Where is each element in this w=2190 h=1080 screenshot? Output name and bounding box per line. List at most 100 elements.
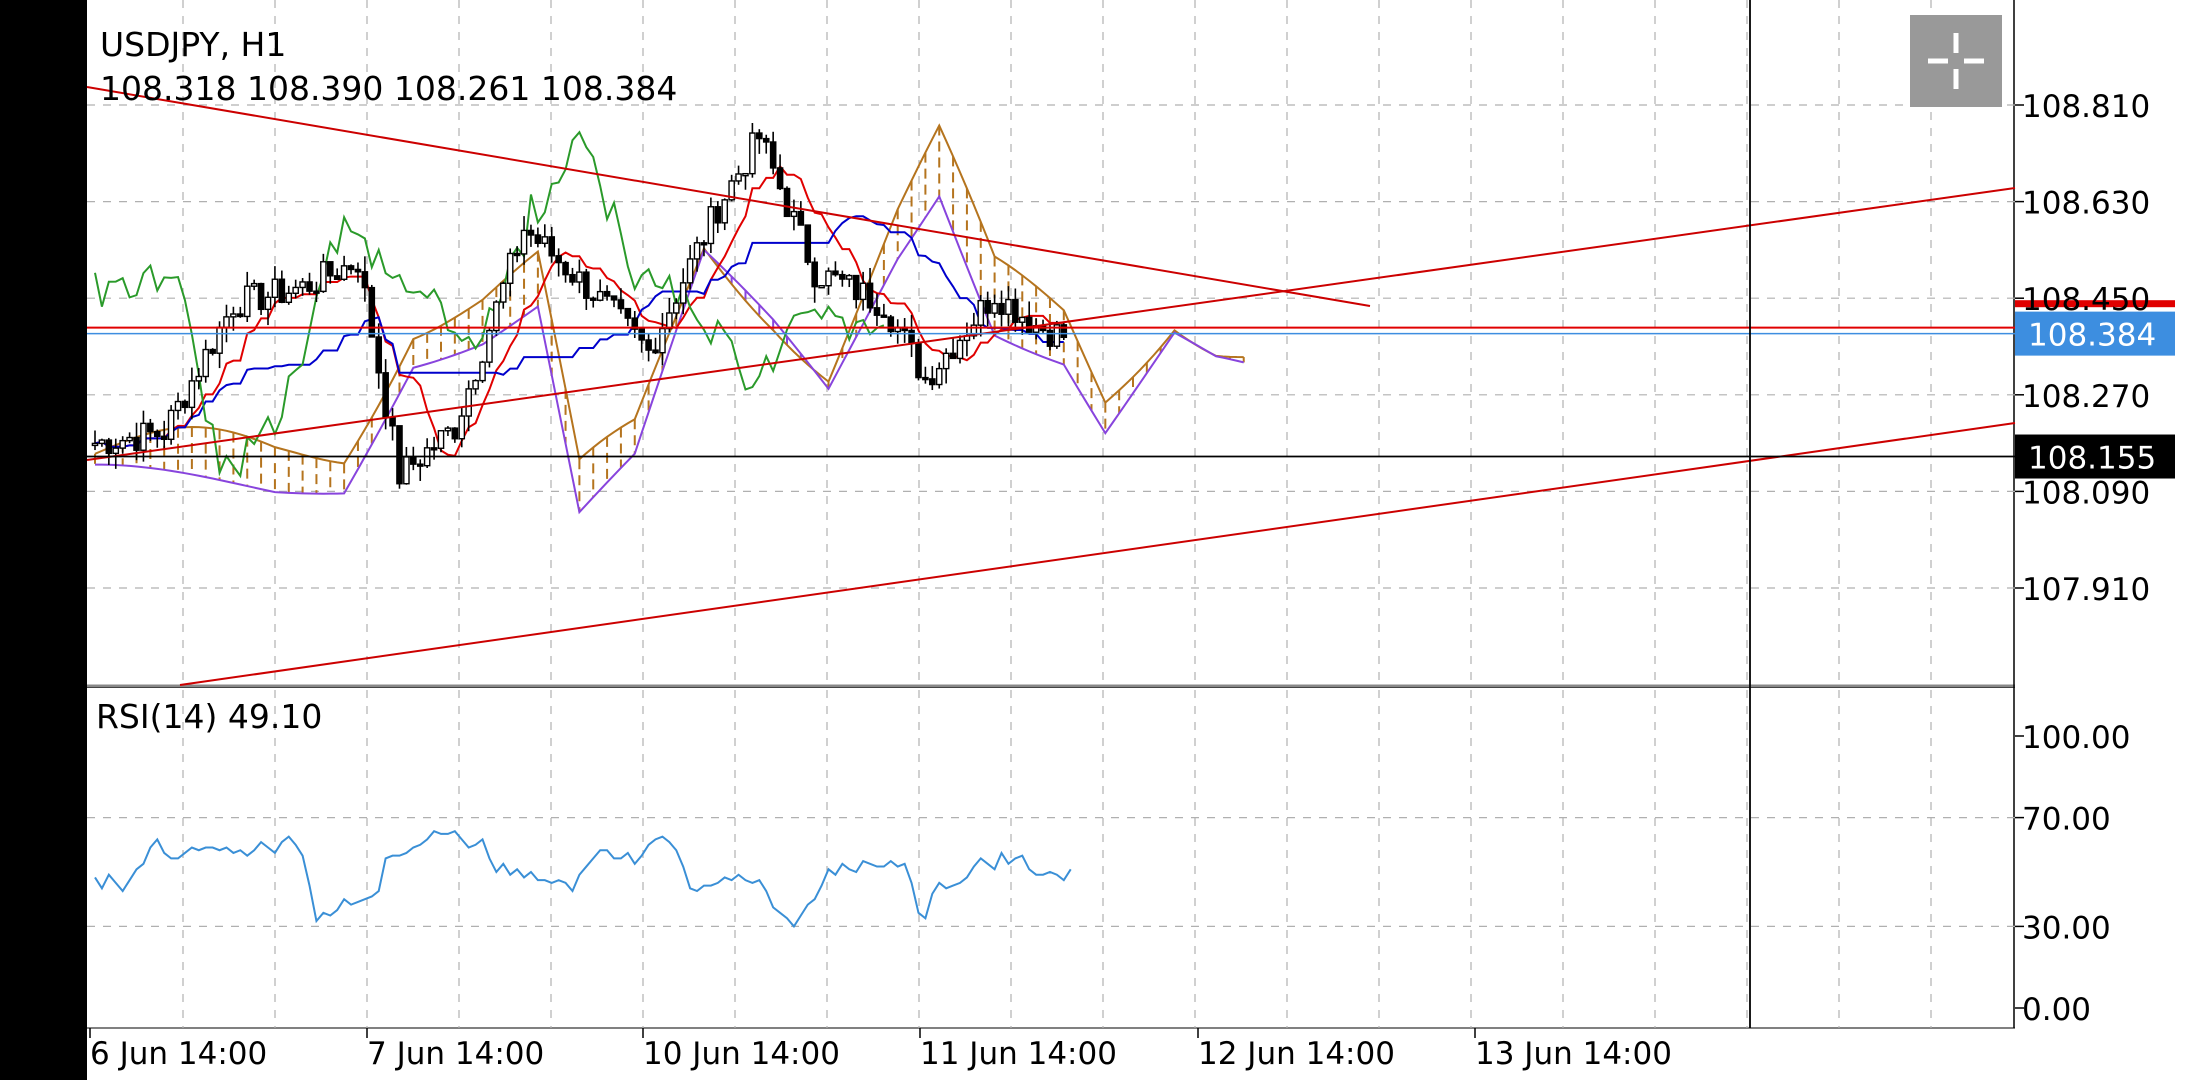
price-tick-label: 108.270 bbox=[2022, 379, 2150, 415]
candle-body bbox=[368, 286, 376, 338]
candle-body bbox=[707, 206, 715, 245]
trendline-descending bbox=[86, 86, 1371, 307]
candle-body bbox=[326, 261, 334, 277]
candle-body bbox=[534, 234, 542, 244]
candle-body bbox=[91, 442, 99, 447]
candle-body bbox=[686, 258, 694, 284]
grid-lines bbox=[87, 0, 2015, 1028]
candle-body bbox=[638, 328, 645, 341]
candle-body bbox=[160, 435, 168, 441]
candle-body bbox=[410, 456, 417, 465]
candle-body bbox=[153, 430, 161, 438]
candle-body bbox=[776, 167, 784, 190]
candle-body bbox=[1018, 316, 1026, 323]
candle-body bbox=[499, 282, 507, 303]
candle-body bbox=[340, 265, 348, 281]
candle-body bbox=[942, 352, 950, 370]
candle-body bbox=[991, 302, 998, 314]
candle-body bbox=[631, 317, 639, 330]
candle-body bbox=[714, 206, 722, 224]
candle-body bbox=[133, 436, 140, 451]
price-axis-area bbox=[2015, 0, 2190, 1028]
candle-body bbox=[264, 296, 272, 311]
candle-body bbox=[873, 307, 881, 316]
candle-body bbox=[174, 400, 182, 412]
candle-body bbox=[693, 242, 701, 260]
candle-body bbox=[347, 265, 355, 271]
candle-body bbox=[998, 302, 1005, 315]
time-axis-label: 11 Jun 14:00 bbox=[920, 1036, 1117, 1072]
candle-body bbox=[437, 430, 445, 449]
candle-body bbox=[506, 252, 514, 284]
candle-body bbox=[596, 290, 604, 301]
candle-body bbox=[790, 210, 798, 218]
candle-body bbox=[949, 352, 957, 360]
candle-body bbox=[493, 301, 500, 332]
candle-body bbox=[389, 416, 396, 427]
candle-body bbox=[797, 210, 805, 226]
candle-body bbox=[1005, 298, 1012, 315]
candle-body bbox=[237, 313, 244, 318]
candle-body bbox=[278, 278, 286, 304]
candle-body bbox=[679, 282, 687, 304]
candle-body bbox=[382, 372, 389, 418]
crosshair-button[interactable] bbox=[1910, 15, 2002, 107]
candle-body bbox=[749, 132, 756, 175]
candle-body bbox=[603, 290, 611, 297]
crosshair-icon bbox=[1928, 33, 1984, 89]
crosshair-price-label: 108.155 bbox=[2028, 441, 2156, 477]
candle-body bbox=[576, 271, 583, 283]
trendlines bbox=[86, 86, 2016, 686]
candle-body bbox=[721, 199, 729, 224]
rsi-series-line bbox=[94, 830, 1072, 929]
candle-body bbox=[444, 427, 452, 432]
candle-body bbox=[866, 282, 874, 309]
candle-body bbox=[977, 299, 985, 326]
candle-body bbox=[451, 427, 459, 440]
axis-labels: 108.810108.630108.450108.270108.090107.9… bbox=[89, 89, 2175, 1072]
candle-body bbox=[313, 290, 320, 294]
rsi-tick-label: 70.00 bbox=[2022, 802, 2111, 838]
candle-body bbox=[659, 327, 666, 354]
rsi-tick-label: 100.00 bbox=[2022, 720, 2130, 756]
price-tick-label: 108.090 bbox=[2022, 475, 2150, 511]
candle-body bbox=[147, 422, 154, 433]
candle-body bbox=[756, 132, 763, 140]
candle-body bbox=[465, 388, 472, 417]
candle-body bbox=[520, 229, 528, 255]
candle-body bbox=[216, 326, 223, 354]
price-tick-label: 107.910 bbox=[2022, 572, 2150, 608]
candle-body bbox=[188, 380, 196, 409]
candle-body bbox=[306, 281, 313, 292]
candle-body bbox=[167, 409, 175, 441]
candlesticks bbox=[91, 123, 1068, 489]
candle-body bbox=[396, 425, 403, 485]
candle-body bbox=[804, 224, 812, 263]
candle-body bbox=[956, 339, 964, 360]
rsi-panel[interactable] bbox=[87, 688, 2015, 1028]
candle-body bbox=[562, 261, 569, 276]
rsi-line bbox=[94, 830, 1072, 929]
candle-body bbox=[105, 439, 113, 455]
ohlc-readout: 108.318 108.390 108.261 108.384 bbox=[100, 69, 677, 108]
candle-body bbox=[486, 329, 493, 363]
candle-body bbox=[548, 236, 556, 257]
candle-body bbox=[243, 285, 251, 318]
candle-body bbox=[1060, 324, 1068, 339]
candle-body bbox=[589, 297, 597, 301]
candle-body bbox=[984, 299, 991, 314]
candle-body bbox=[361, 271, 369, 289]
candle-body bbox=[769, 141, 777, 169]
price-tick-label: 108.630 bbox=[2022, 186, 2150, 222]
candle-body bbox=[666, 312, 673, 330]
candle-body bbox=[845, 274, 853, 280]
candle-body bbox=[887, 316, 895, 333]
candle-body bbox=[555, 255, 562, 264]
candle-body bbox=[811, 261, 818, 288]
candle-body bbox=[852, 274, 860, 301]
senkou-span-b-line bbox=[94, 194, 1244, 515]
current-price-label: 108.384 bbox=[2028, 318, 2156, 354]
candle-body bbox=[112, 447, 120, 455]
crosshair-price-badge bbox=[2015, 434, 2175, 479]
